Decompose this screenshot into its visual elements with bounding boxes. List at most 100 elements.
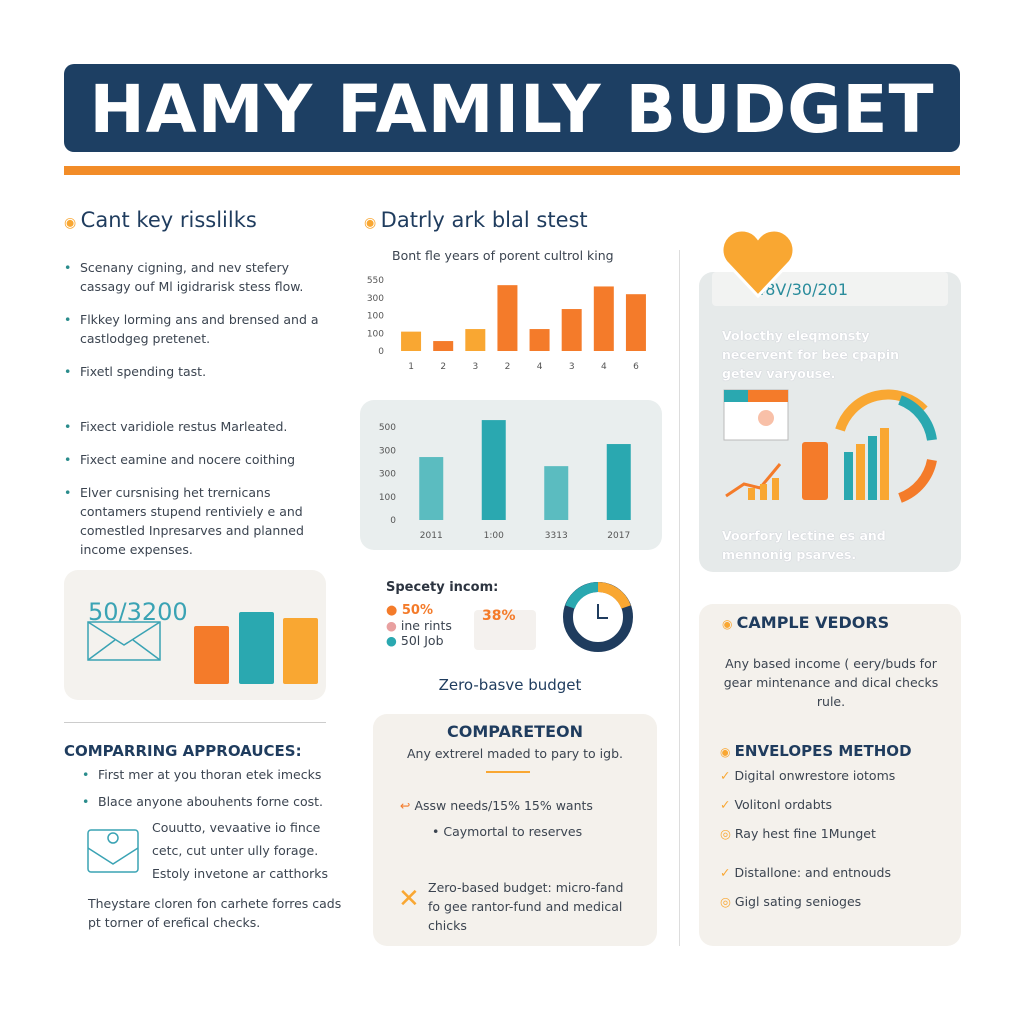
header-title: HAMY FAMILY BUDGET [89,71,935,148]
left-bullet: Fixetl spending tast. [62,362,322,381]
comparing-note: Couutto, vevaative io fince cetc, cut unt… [152,818,342,887]
comparing-note-line: Couutto, vevaative io fince [152,820,321,835]
comparison-subtitle: Any extrerel maded to pary to igb. [406,746,623,761]
y-tick-label: 550 [367,276,384,286]
legend-dot: ● [386,603,402,618]
chart1-heading: ◉ Datrly ark blal stest [364,208,588,232]
vendors-card [699,604,961,946]
legend-dot: ● [386,633,401,648]
comparing-bullets: First mer at you thoran etek imecks Blace… [80,765,340,819]
envelopes-heading: ◉ ENVELOPES METHOD [720,742,912,760]
bar [561,309,582,351]
envelopes-list: ✓ Digital onwrestore iotoms ✓ Volitonl or… [720,766,950,921]
left-bullet: Fixect eamine and nocere coithing [62,450,322,469]
comparing-bullet: First mer at you thoran etek imecks [80,765,340,784]
header-rule [64,166,960,175]
legend-dot: ● [386,618,401,633]
mail-icon [87,829,139,873]
comparison-item-1: ↩ Assw needs/15% 15% wants [400,798,593,813]
left-bullets: Scenany cigning, and nev stefery cassagy… [62,258,322,573]
x-tick-label: 4 [537,362,543,372]
x-tick-label: 4 [601,362,607,372]
envelope-check: ✓ [720,865,735,880]
comparing-footer-text: Theystare cloren fon carhete forres cads… [88,896,342,930]
header-bar [64,64,960,152]
comparison-rule [486,771,530,773]
envelope-check: ✓ [720,768,735,783]
right-card-footer: Voorfory lectine es and mennonig psarves… [722,528,886,562]
left-card [64,570,326,700]
envelopes-heading-text: ENVELOPES METHOD [734,742,912,760]
vendors-text: Any based income ( eery/buds for gear mi… [723,656,939,709]
legend-label: ine rints [400,618,452,633]
chart1-title: Datrly ark blal stest [380,208,588,232]
income-box-label: 38% [482,608,516,624]
envelope-check: ✓ [720,797,735,812]
envelope-check: ◎ [720,826,735,841]
income-caption: Zero-basve budget [438,676,582,694]
x-tick-label: 2 [505,362,511,372]
legend-label: 50% [401,603,433,618]
bar [465,329,486,351]
envelope-item: ✓ Digital onwrestore iotoms [720,766,950,785]
comparing-note-line: Estoly invetone ar catthorks [152,866,328,881]
y-tick-label: 0 [378,347,384,357]
envelope-text: Gigl sating senioges [734,894,862,909]
comparing-bullet: Blace anyone abouhents forne cost. [80,792,340,811]
x-tick-label: 6 [633,362,639,372]
donut [563,582,633,652]
right-card-label: 48V/30/201 [755,280,848,299]
comparison-item-2-text: Caymortal to reserves [443,824,583,839]
column-divider [679,250,680,946]
x-tick-label: 3 [569,362,575,372]
vendors-heading: ◉ CAMPLE VEDORS [722,613,890,632]
left-bullet: Fixect varidiole restus Marleated. [62,417,322,436]
comparison-item-1-text: Assw needs/15% 15% wants [414,798,593,813]
left-card-label: 50/3200 [88,598,188,626]
legend-item: ● 50% [386,603,452,618]
comparison-card [373,714,657,946]
income-legend: ● 50% ● ine rints ● 50l Job [386,603,452,648]
bar [497,285,518,351]
bar [625,294,646,351]
envelope-item: ◎ Ray hest fine 1Munget [720,824,950,843]
chart2-panel [360,400,662,550]
envelope-item: ◎ Gigl sating senioges [720,892,950,911]
comparison-x-icon: ✕ [398,884,420,914]
comparing-footer: Theystare cloren fon carhete forres cads… [70,894,348,932]
left-bullet: Flkkey lorming ans and brensed and a cas… [62,310,322,348]
x-tick-label: 3 [472,362,478,372]
income-box [474,610,536,650]
envelope-text: Volitonl ordabts [734,797,833,812]
bar [593,286,614,351]
right-card-text: Volocthy eleqmonsty necervent for bee cp… [722,328,900,381]
comparison-item-2: • Caymortal to reserves [432,824,583,839]
envelope-check: ◎ [720,894,735,909]
x-tick-label: 2 [440,362,446,372]
envelope-item: ✓ Volitonl ordabts [720,795,950,814]
y-tick-label: 100 [367,312,384,322]
bar [529,329,550,351]
legend-item: ● 50l Job [386,633,452,648]
left-bullet: Scenany cigning, and nev stefery cassagy… [62,258,322,296]
envelope-text: Ray hest fine 1Munget [734,826,876,841]
bar [401,331,422,351]
comparing-heading: COMPARRING APPROAUCES: [64,742,302,760]
left-bullet: Elver cursnising het trernicans contamer… [62,483,322,559]
envelope-item: ✓ Distallone: and entnouds [720,863,950,882]
comparison-heading: COMPARETEON [447,722,583,741]
left-heading: ◉ Cant key risslilks [64,208,257,232]
x-tick-label: 1 [408,362,414,372]
left-heading-text: Cant key risslilks [80,208,257,232]
legend-item: ● ine rints [386,618,452,633]
income-heading: Specety incom: [386,580,499,595]
comparing-note-line: cetc, cut unter ully forage. [152,843,319,858]
vendors-heading-text: CAMPLE VEDORS [736,613,890,632]
envelope-text: Digital onwrestore iotoms [734,768,896,783]
comparison-item-3: Zero-based budget: micro-fand fo gee ran… [428,880,624,933]
bar [433,341,454,351]
envelope-text: Distallone: and entnouds [734,865,891,880]
divider [64,722,326,723]
chart1-subtitle: Bont fle years of porent cultrol king [392,248,614,263]
